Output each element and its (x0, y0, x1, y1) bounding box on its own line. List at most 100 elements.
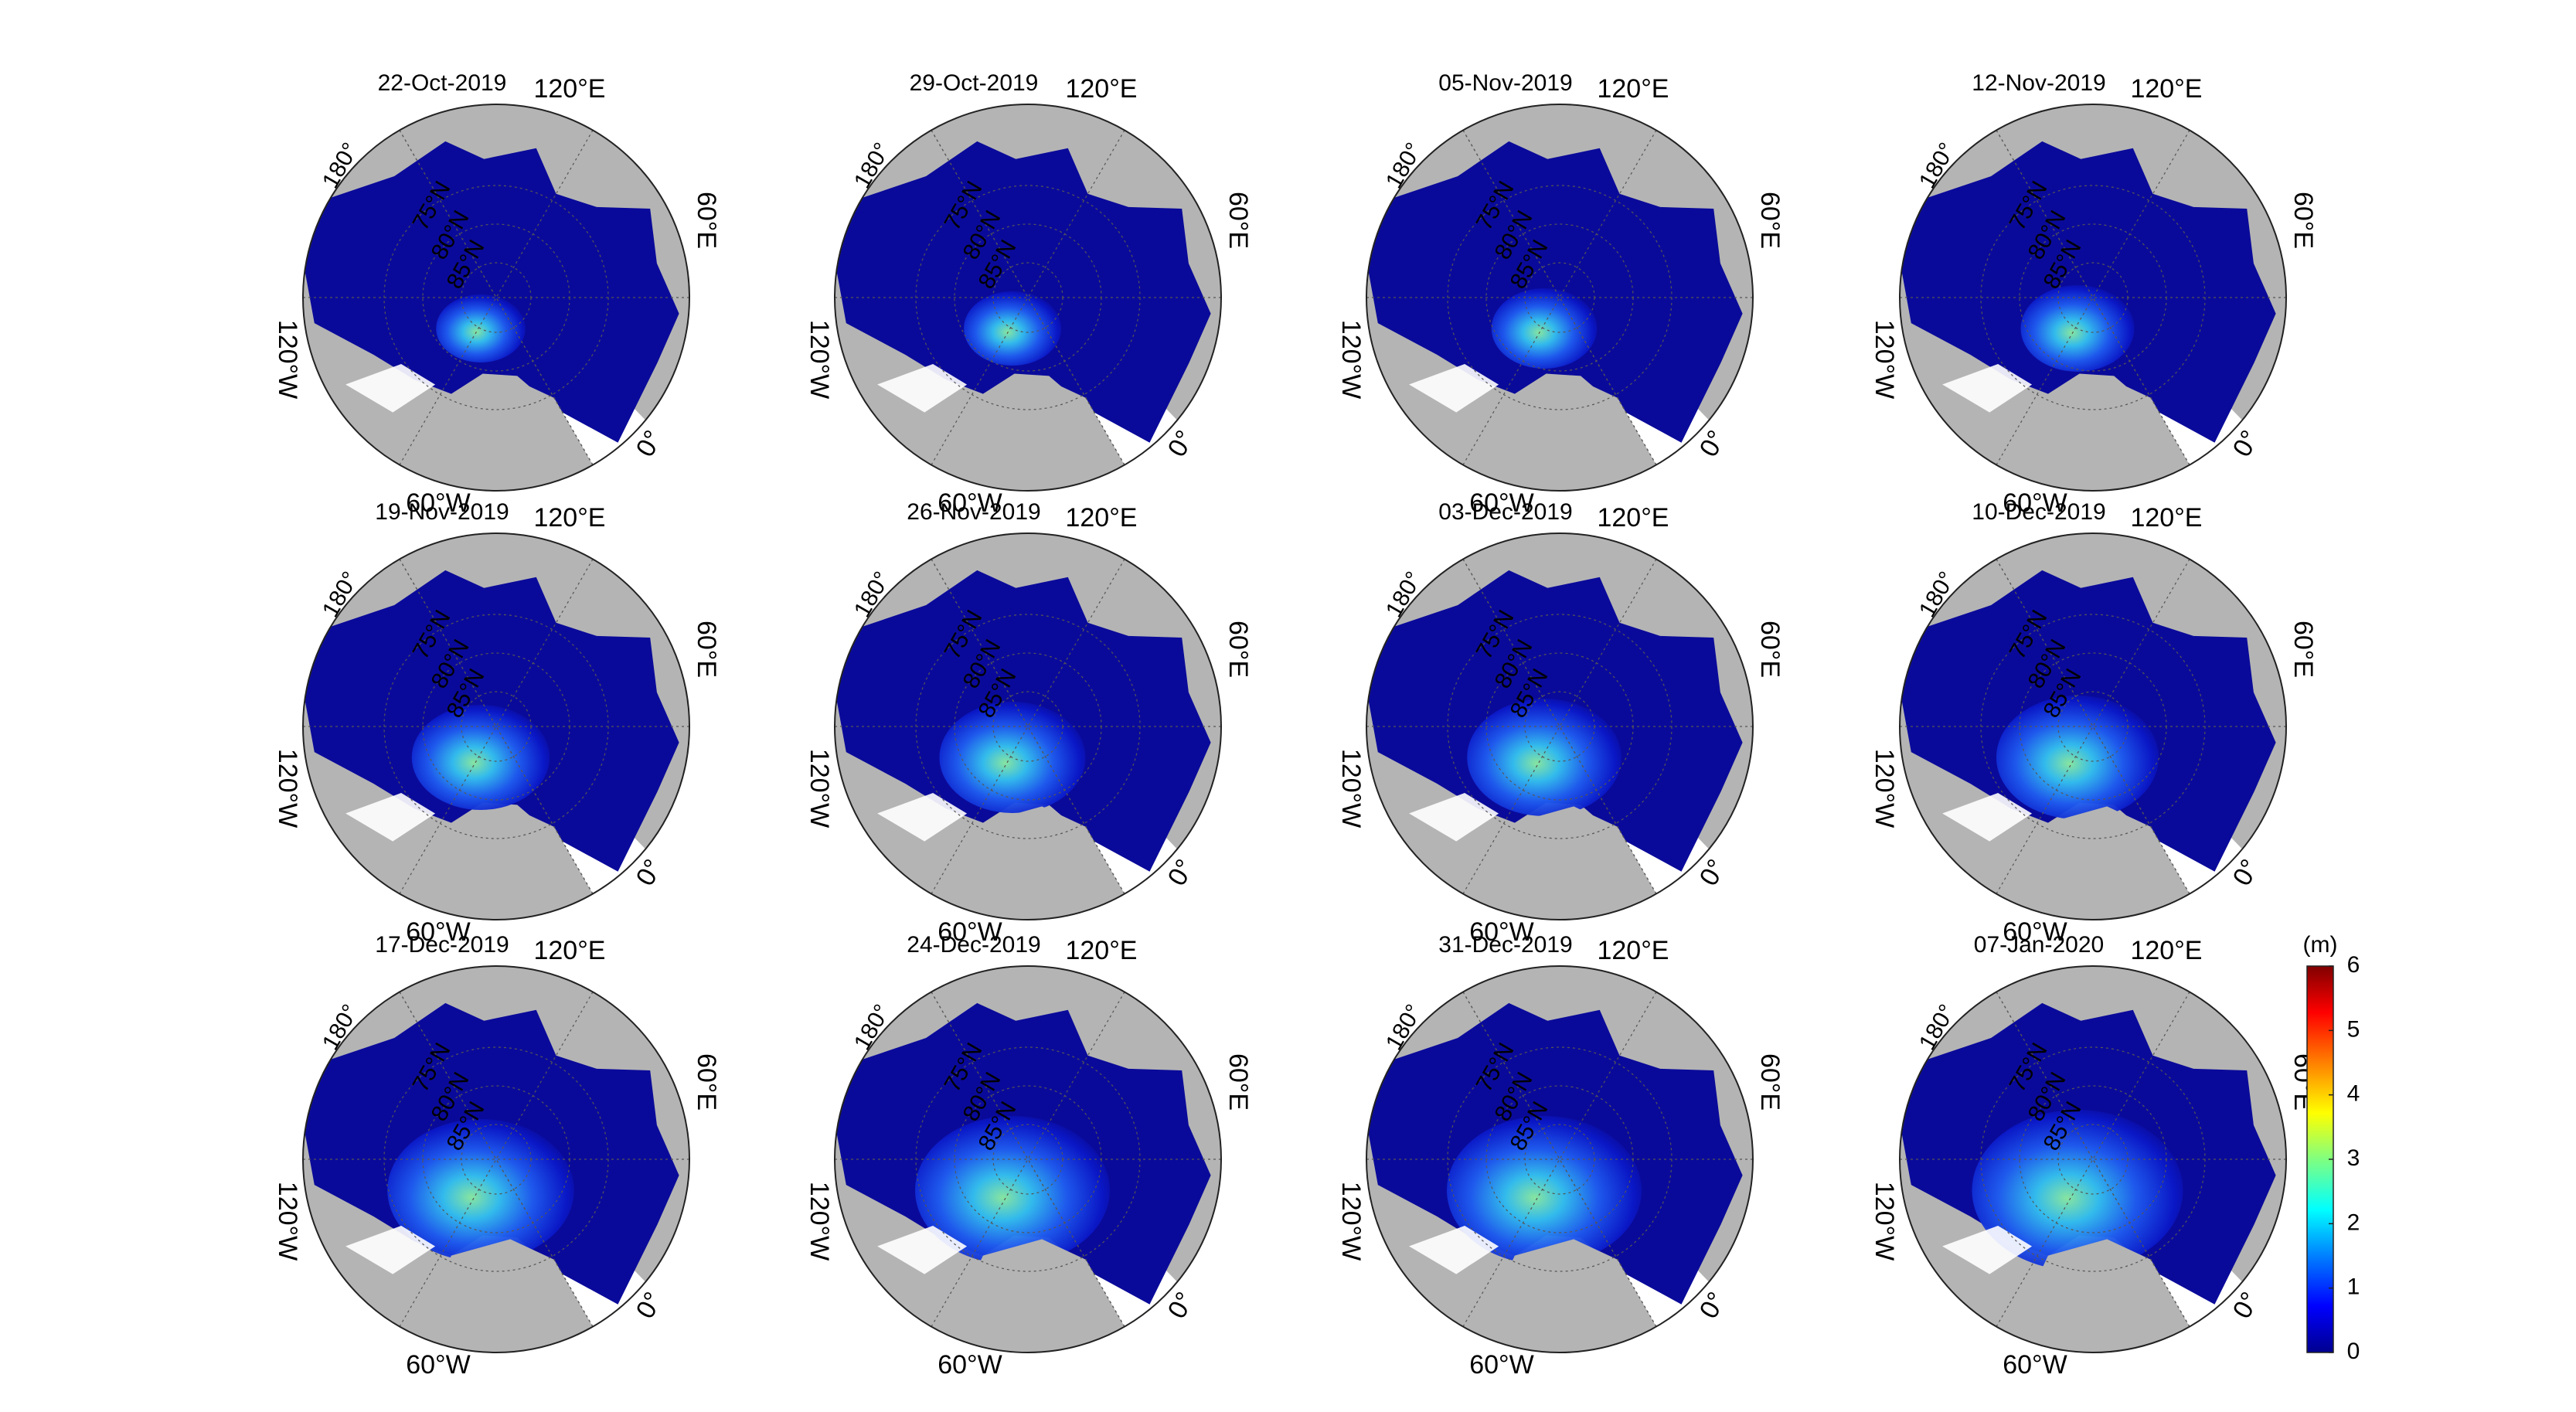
lon-label-120e: 120°E (1065, 503, 1137, 532)
greenland-land (1469, 1239, 1666, 1352)
map-frame (1899, 532, 2287, 920)
map-panel: 12-Nov-2019 120°E60°E0°60°W120°W180°75°N8… (1870, 70, 2318, 518)
map-panel: 29-Oct-2019 120°E60°E0°60°W120°W180°75°N8… (805, 70, 1253, 518)
archipelago-channels (1942, 793, 2033, 842)
colorbar-tick-label: 0 (2347, 1339, 2360, 1364)
greenland-land (1469, 377, 1666, 491)
colorbar-tick-label: 3 (2347, 1145, 2360, 1171)
panel-date-title: 17-Dec-2019 (375, 932, 509, 958)
lon-label-120w: 120°W (1870, 1182, 1899, 1261)
map-panel: 19-Nov-2019 120°E60°E0°60°W120°W180°75°N8… (273, 499, 721, 947)
lon-label-120w: 120°W (1870, 749, 1899, 828)
greenland-land (406, 806, 603, 920)
lon-label-60w: 60°W (1469, 917, 1534, 947)
lon-label-120e: 120°E (1597, 503, 1669, 532)
lon-label-60w: 60°W (938, 917, 1002, 947)
lon-label-60w: 60°W (406, 1350, 471, 1380)
lon-label-60e: 60°E (2288, 192, 2318, 249)
lon-label-60w: 60°W (406, 917, 471, 947)
map-frame (302, 965, 690, 1353)
map-frame (302, 104, 690, 492)
map-panel: 03-Dec-2019 120°E60°E0°60°W120°W180°75°N8… (1336, 499, 1785, 947)
lon-label-120e: 120°E (1597, 74, 1669, 104)
map-frame (1899, 965, 2287, 1353)
map-panel: 10-Dec-2019 120°E60°E0°60°W120°W180°75°N8… (1870, 499, 2318, 947)
panel-date-title: 10-Dec-2019 (1972, 499, 2105, 525)
greenland-land (938, 1239, 1135, 1352)
panel-date-title: 31-Dec-2019 (1438, 932, 1572, 958)
colorbar-tick-label: 2 (2347, 1210, 2360, 1235)
lon-label-120w: 120°W (1870, 320, 1899, 399)
lon-label-60w: 60°W (1469, 1350, 1534, 1380)
lon-label-60e: 60°E (1223, 1053, 1253, 1111)
greenland-land (406, 377, 603, 491)
lon-label-120w: 120°W (273, 749, 302, 828)
panel-date-title: 05-Nov-2019 (1438, 70, 1572, 96)
lon-label-60e: 60°E (692, 1053, 721, 1111)
map-panel: 07-Jan-2020 120°E60°E0°60°W120°W180°75°N8… (1870, 932, 2318, 1380)
lon-label-60e: 60°E (692, 192, 721, 249)
lon-label-120w: 120°W (805, 749, 834, 828)
lon-label-60w: 60°W (406, 488, 471, 518)
panel-date-title: 07-Jan-2020 (1974, 932, 2104, 958)
archipelago-channels (877, 793, 968, 842)
lon-label-60w: 60°W (2003, 488, 2067, 518)
lon-label-60w: 60°W (938, 1350, 1002, 1380)
archipelago-channels (1942, 364, 2033, 413)
lon-label-120e: 120°E (2130, 936, 2202, 965)
lon-label-60e: 60°E (1223, 621, 1253, 678)
archipelago-channels (345, 793, 436, 842)
lon-label-60w: 60°W (2003, 1350, 2067, 1380)
map-panels: 22-Oct-2019 120°E60°E0°60°W120°W180°75°N8… (273, 70, 2318, 1380)
lon-label-120e: 120°E (533, 936, 605, 965)
archipelago-channels (1409, 1226, 1499, 1274)
greenland-land (2003, 1239, 2200, 1352)
greenland-land (406, 1239, 603, 1352)
lon-label-60e: 60°E (692, 621, 721, 678)
panel-date-title: 12-Nov-2019 (1972, 70, 2105, 96)
map-frame (1366, 104, 1754, 492)
lon-label-120e: 120°E (2130, 503, 2202, 532)
greenland-land (2003, 377, 2200, 491)
archipelago-channels (877, 1226, 968, 1274)
panel-date-title: 24-Dec-2019 (907, 932, 1040, 958)
archipelago-channels (877, 364, 968, 413)
map-frame (834, 532, 1222, 920)
lon-label-120e: 120°E (533, 503, 605, 532)
greenland-land (2003, 806, 2200, 920)
colorbar-unit: (m) (2303, 932, 2338, 958)
archipelago-channels (1942, 1226, 2033, 1274)
lon-label-60e: 60°E (1755, 192, 1785, 249)
archipelago-channels (1409, 364, 1499, 413)
map-frame (1899, 104, 2287, 492)
lon-label-120e: 120°E (533, 74, 605, 104)
colorbar-tick-label: 5 (2347, 1016, 2360, 1042)
lon-label-120e: 120°E (2130, 74, 2202, 104)
lon-label-120w: 120°W (1336, 749, 1366, 828)
lon-label-120e: 120°E (1597, 936, 1669, 965)
map-panel: 22-Oct-2019 120°E60°E0°60°W120°W180°75°N8… (273, 70, 721, 518)
lon-label-60e: 60°E (1223, 192, 1253, 249)
lon-label-120w: 120°W (1336, 320, 1366, 399)
colorbar-tick-label: 4 (2347, 1081, 2360, 1107)
lon-label-120w: 120°W (273, 320, 302, 399)
panel-date-title: 22-Oct-2019 (378, 70, 507, 96)
map-frame (302, 532, 690, 920)
greenland-land (1469, 806, 1666, 920)
lon-label-120w: 120°W (805, 320, 834, 399)
lon-label-60e: 60°E (2288, 621, 2318, 678)
lon-label-60w: 60°W (1469, 488, 1534, 518)
panel-date-title: 03-Dec-2019 (1438, 499, 1572, 525)
map-panel: 05-Nov-2019 120°E60°E0°60°W120°W180°75°N8… (1336, 70, 1785, 518)
map-frame (1366, 532, 1754, 920)
lon-label-60e: 60°E (1755, 621, 1785, 678)
archipelago-channels (345, 1226, 436, 1274)
lon-label-120e: 120°E (1065, 74, 1137, 104)
lon-label-60e: 60°E (1755, 1053, 1785, 1111)
map-panel: 26-Nov-2019 120°E60°E0°60°W120°W180°75°N8… (805, 499, 1253, 947)
colorbar-tick-label: 6 (2347, 952, 2360, 978)
colorbar-tick-label: 1 (2347, 1274, 2360, 1300)
map-panel: 17-Dec-2019 120°E60°E0°60°W120°W180°75°N8… (273, 932, 721, 1380)
colorbar: (m) 0 1 2 3 4 5 6 (2303, 932, 2360, 1364)
